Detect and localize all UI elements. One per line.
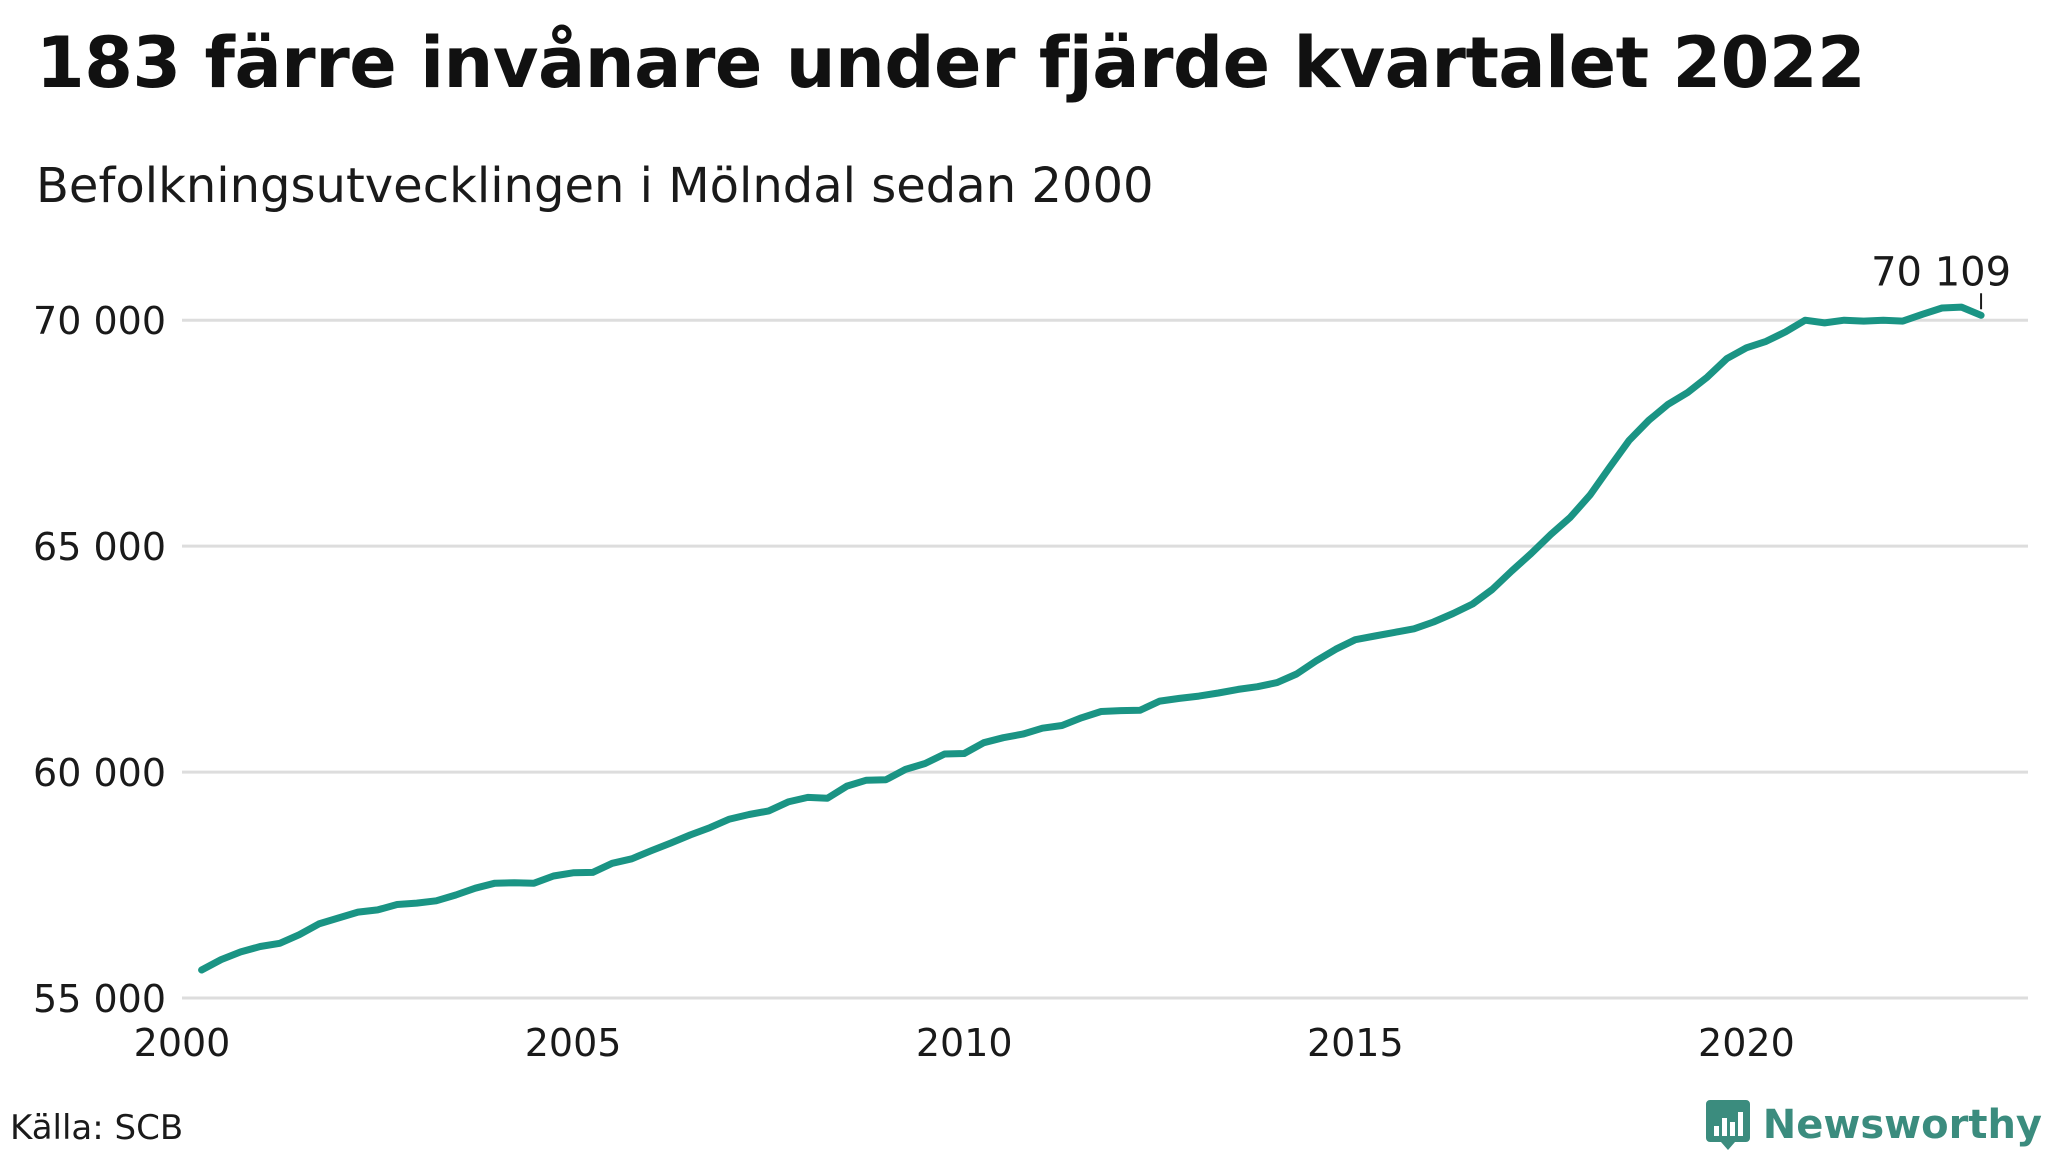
x-tick-label: 2005 — [525, 1021, 622, 1065]
source-note: Källa: SCB — [10, 1108, 184, 1148]
x-tick-label: 2015 — [1307, 1021, 1404, 1065]
chart-title: 183 färre invånare under fjärde kvartale… — [36, 22, 1866, 104]
population-line — [198, 303, 1985, 974]
gridlines — [182, 318, 2028, 1000]
x-tick-label: 2020 — [1698, 1021, 1795, 1065]
x-tick-label: 2010 — [916, 1021, 1013, 1065]
x-tick-label: 2000 — [134, 1021, 231, 1065]
chart-subtitle: Befolkningsutvecklingen i Mölndal sedan … — [36, 158, 1154, 214]
y-axis-ticks: 55 000 60 000 65 000 70 000 — [33, 299, 166, 1021]
x-axis-ticks: 2000 2005 2010 2015 2020 — [134, 1021, 1795, 1065]
y-tick-label: 55 000 — [33, 977, 166, 1021]
y-tick-label: 65 000 — [33, 525, 166, 569]
last-value-label: 70 109 — [1871, 249, 2011, 295]
newsworthy-logo-icon — [1705, 1100, 1750, 1150]
y-tick-label: 60 000 — [33, 751, 166, 795]
brand-name: Newsworthy — [1762, 1102, 2042, 1148]
brand-logo: Newsworthy — [1705, 1098, 2042, 1152]
y-tick-label: 70 000 — [33, 299, 166, 343]
